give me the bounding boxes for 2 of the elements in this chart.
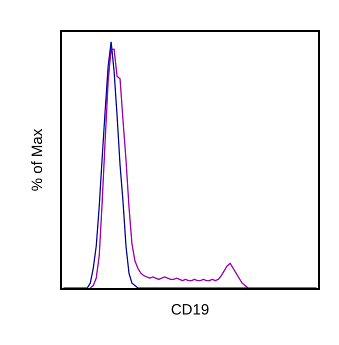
y-axis-title: % of Max <box>29 128 46 192</box>
x-axis-title: CD19 <box>170 301 210 318</box>
